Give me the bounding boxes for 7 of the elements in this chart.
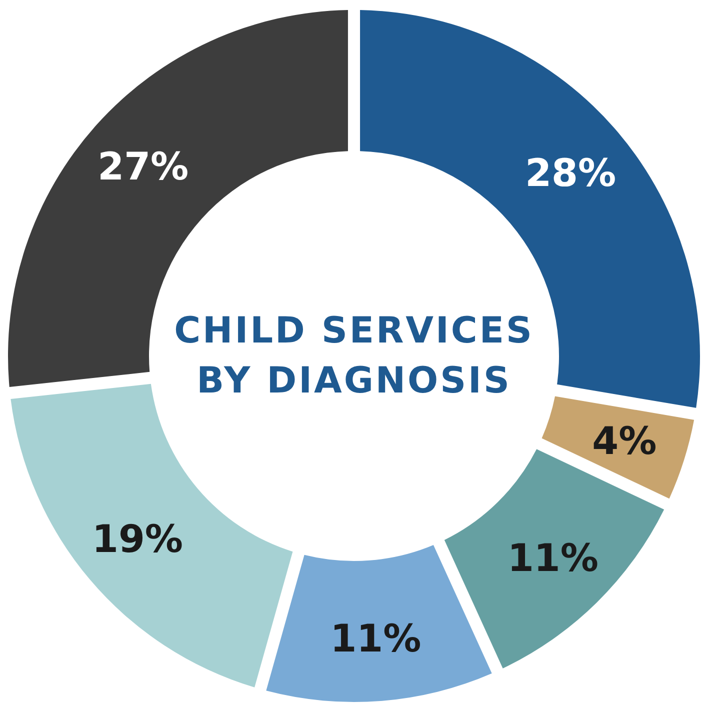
data-label: 11% — [507, 536, 598, 580]
data-label: 28% — [525, 151, 616, 196]
data-label: 11% — [330, 616, 422, 661]
data-label: 27% — [98, 144, 189, 189]
data-label: 4% — [592, 419, 657, 464]
data-label: 19% — [92, 517, 183, 562]
text: CHILD SERVICES BY DIAGNOSIS — [174, 310, 534, 402]
